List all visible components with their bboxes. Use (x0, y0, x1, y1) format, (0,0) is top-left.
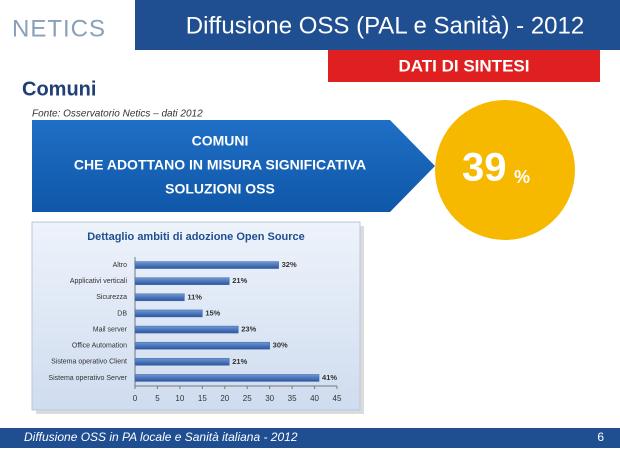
x-tick-label: 20 (220, 394, 229, 403)
value-label: 30% (273, 341, 288, 350)
x-tick-label: 35 (288, 394, 297, 403)
value-label: 23% (241, 325, 256, 334)
page-number: 6 (597, 430, 604, 444)
x-tick-label: 10 (175, 394, 184, 403)
headline-number: 39 (462, 146, 507, 190)
x-tick-label: 5 (155, 394, 160, 403)
bar (134, 309, 203, 318)
value-label: 11% (187, 292, 202, 301)
x-tick-label: 25 (243, 394, 252, 403)
bar (134, 293, 185, 302)
headline-unit: % (514, 167, 530, 187)
source: Fonte: Osservatorio Netics – dati 2012 (32, 109, 203, 120)
y-tick-label: Mail server (93, 326, 128, 333)
arrow-text: CHE ADOTTANO IN MISURA SIGNIFICATIVA (74, 157, 366, 173)
x-tick-label: 40 (310, 394, 319, 403)
headline-circle (435, 100, 575, 240)
badge-text: DATI DI SINTESI (399, 56, 530, 75)
bar (134, 277, 230, 285)
bar (134, 341, 270, 350)
arrow-text: COMUNI (192, 133, 249, 149)
value-label: 15% (205, 308, 220, 317)
chart-title: Dettaglio ambiti di adozione Open Source (87, 231, 305, 243)
badge (328, 50, 600, 82)
y-tick-label: Sicurezza (96, 294, 127, 301)
x-tick-label: 0 (133, 394, 138, 403)
x-tick-label: 15 (198, 394, 207, 403)
x-tick-label: 45 (333, 394, 342, 403)
y-tick-label: Sistema operativo Client (51, 359, 127, 366)
header-bar (135, 0, 620, 50)
bar (134, 325, 239, 334)
value-label: 41% (322, 373, 337, 382)
arrow (32, 120, 435, 212)
bar (134, 358, 230, 366)
bar (134, 261, 279, 269)
arrow-text: SOLUZIONI OSS (165, 181, 275, 197)
value-label: 21% (232, 276, 247, 285)
y-tick-label: Sistema operativo Server (48, 375, 127, 382)
footer-bar (0, 428, 620, 448)
y-tick-label: Altro (113, 262, 128, 269)
header-title: Diffusione OSS (PAL e Sanità) - 2012 (186, 12, 584, 39)
section-title: Comuni (22, 78, 96, 100)
footer-text: Diffusione OSS in PA locale e Sanità ita… (24, 430, 298, 444)
y-tick-label: DB (117, 310, 127, 317)
x-tick-label: 30 (265, 394, 274, 403)
logo: NETICS (12, 15, 106, 42)
value-label: 32% (282, 260, 297, 269)
y-tick-label: Office Automation (72, 343, 127, 350)
value-label: 21% (232, 357, 247, 366)
y-tick-label: Applicativi verticali (70, 278, 128, 285)
bar (134, 374, 320, 382)
